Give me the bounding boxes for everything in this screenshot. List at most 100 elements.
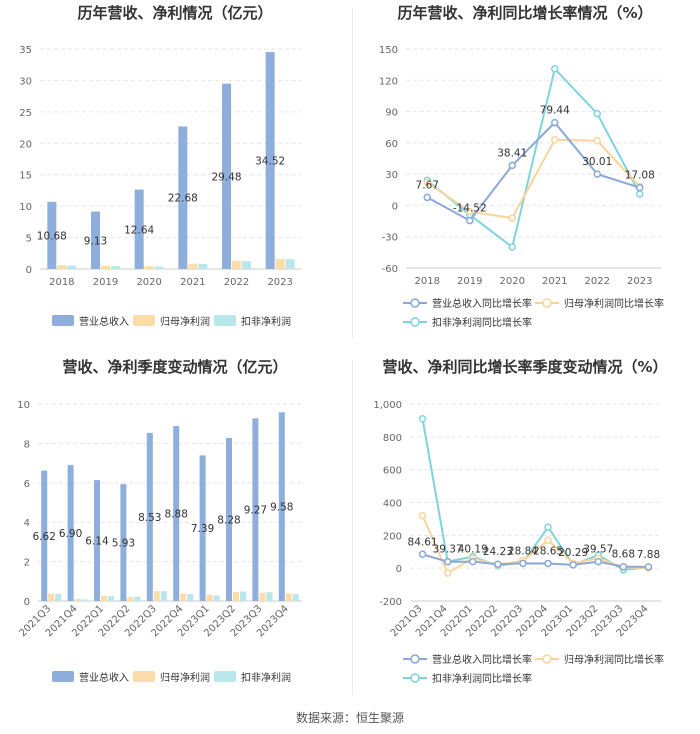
bar [198,263,208,269]
bar [266,592,273,601]
data-label: 7.88 [637,549,660,561]
data-point [594,557,602,566]
bar [285,593,292,601]
bar [265,52,275,269]
legend-label: 扣非净利润同比增长率 [432,672,532,685]
x-tick-label: 2023 [267,277,292,288]
data-label: 8.28 [217,514,240,526]
x-tick-label: 2018 [49,277,74,288]
data-point [418,415,427,423]
bar [101,595,107,601]
legend-label: 营业总收入同比增长率 [432,653,532,666]
legend-swatch [133,315,155,326]
bar [67,465,74,601]
chart-svg: -60 -30 0 30 60 90 120 150 2018 2019 2020 2021 2022 2… [379,45,664,329]
y-tick-label: 800 [383,433,402,444]
bar [108,596,114,601]
bar [111,265,120,269]
bar [275,258,285,269]
data-label: 29.48 [211,171,241,183]
data-label: 9.27 [244,505,267,517]
x-tick-label: 2022 [585,276,610,287]
data-label: -14.52 [453,203,487,215]
legend-label: 营业总收入 [79,671,129,684]
series-line [426,138,641,220]
x-tick-label: 2022 [224,277,249,288]
legend-label: 归母净利润 [160,671,210,684]
y-tick-label: 10 [17,400,30,411]
bar [57,265,67,269]
data-label: 17.08 [625,170,655,182]
data-label: 39.57 [583,544,613,556]
data-point [644,563,653,571]
bar [278,412,285,601]
y-tick-label: 25 [19,108,32,119]
x-tick-label: 2018 [415,276,440,287]
y-tick-label: 20 [19,139,32,150]
data-point [508,161,516,170]
data-label: 12.64 [124,224,154,236]
x-tick-label: 2019 [93,277,118,288]
data-point [508,243,516,251]
series-line [421,515,649,575]
data-source: 数据来源：恒生聚源 [295,711,404,725]
chart-title: 历年营收、净利情况（亿元） [77,4,273,22]
data-label: 39.37 [433,544,463,556]
data-label: 6.14 [85,536,109,548]
legend-label: 营业总收入同比增长率 [432,297,532,310]
data-label: 22.68 [168,193,198,205]
chart-panel-quarterly-amount: 营收、净利季度变动情况（亿元） 0 2 4 6 8 10 2021Q3 2021Q4 2022Q… [0,352,350,702]
chart-title: 营收、净利同比增长率季度变动情况（%） [382,358,668,376]
chart-svg: -20002004006008001,0002021Q32021Q42022Q1… [373,400,664,685]
data-label: 8.68 [612,549,635,561]
y-tick-label: -30 [382,233,398,244]
legend-swatch [52,671,74,682]
data-point [508,214,516,222]
data-point [619,562,628,571]
data-label: 6.90 [59,528,82,540]
legend-marker [410,298,420,308]
y-tick-label: 60 [385,139,398,150]
y-tick-label: -60 [382,264,398,275]
y-tick-label: 90 [385,108,398,119]
chart-svg: 0 5 10 15 20 25 30 35 2018 2019 2020 2021 2022 2023 10… [19,45,302,328]
y-tick-label: 35 [19,45,32,56]
data-point [636,183,644,192]
data-point [443,569,452,577]
legend-label: 扣非净利润 [241,671,291,684]
bar [48,593,55,601]
bar [233,592,239,601]
bar [206,594,213,601]
y-tick-label: 10 [19,202,32,213]
data-point [593,137,601,145]
y-tick-label: 15 [19,171,32,182]
data-point [544,536,552,545]
y-tick-label: 120 [379,76,398,87]
bar [252,418,259,601]
legend-label: 营业总收入 [79,315,129,328]
bar [259,592,266,601]
bar [242,261,251,269]
data-label: 9.58 [270,502,293,514]
data-label: 7.39 [191,523,214,535]
data-label: 28.65 [533,545,563,557]
data-label: 20.29 [558,547,588,559]
chart-svg: 02468102021Q32021Q42022Q12022Q22022Q3202… [17,400,302,684]
legend-marker [410,654,420,664]
y-tick-label: 1,000 [373,400,402,411]
bar [146,432,153,601]
divider [352,360,353,695]
y-tick-label: 2 [24,558,30,569]
data-label: 38.41 [497,147,527,159]
bar [292,594,299,601]
bar [153,591,160,601]
data-point [569,561,577,569]
data-label: 8.53 [138,512,161,524]
y-tick-label: 0 [392,201,398,212]
x-tick-label: 2021 [542,276,567,287]
data-point [519,559,527,568]
x-tick-label: 2021 [180,277,205,288]
y-tick-label: 8 [24,439,30,450]
data-label: 79.44 [540,105,570,117]
y-tick-label: 0 [26,265,32,276]
